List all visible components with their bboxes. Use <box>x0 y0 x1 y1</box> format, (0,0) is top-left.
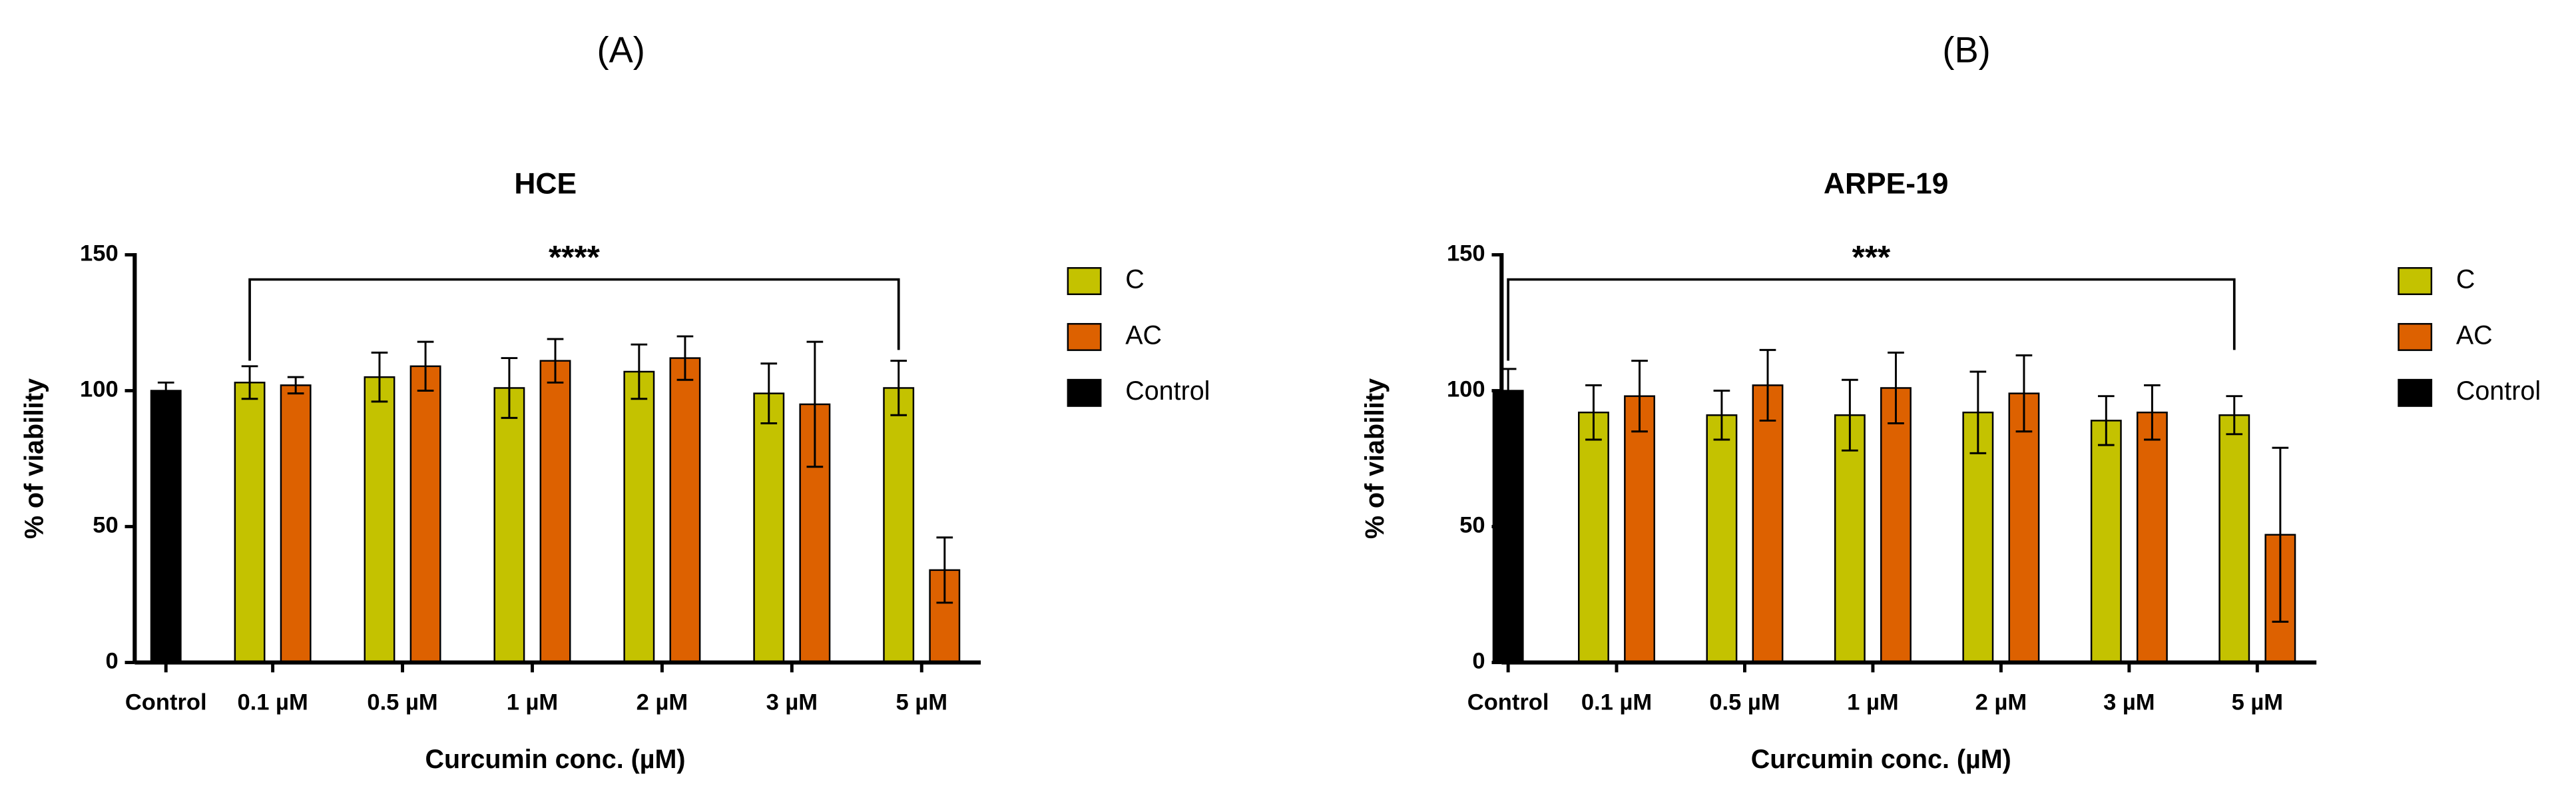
bar <box>2136 411 2168 663</box>
x-tick-label: 1 µM <box>507 689 558 715</box>
bar <box>150 390 182 663</box>
error-bar <box>2097 395 2115 446</box>
error-bar <box>157 381 174 400</box>
error-bar <box>1842 378 1858 452</box>
bar <box>409 365 441 663</box>
legend-swatch <box>1067 378 1102 407</box>
error-bar <box>1585 384 1602 441</box>
chart-title: HCE <box>514 168 577 200</box>
bar <box>1834 414 1866 663</box>
bar <box>2008 392 2040 663</box>
x-tick-label: 3 µM <box>766 689 818 715</box>
y-tick-label: 0 <box>1472 649 1485 674</box>
significance-bracket <box>1507 278 2236 361</box>
significance-label: **** <box>549 239 601 276</box>
bar <box>669 357 701 663</box>
bar <box>1752 384 1784 663</box>
error-bar <box>501 357 518 419</box>
y-tick-label: 150 <box>1447 241 1485 266</box>
bar <box>1880 387 1912 663</box>
bar <box>753 392 785 663</box>
error-bar <box>371 351 388 403</box>
x-tick-label: Control <box>1467 689 1549 715</box>
y-tick-label: 100 <box>1447 377 1485 402</box>
legend-swatch <box>2398 322 2433 351</box>
error-bar <box>890 360 907 416</box>
y-tick-label: 150 <box>80 241 119 266</box>
bar <box>280 384 312 663</box>
bar <box>1578 411 1609 663</box>
error-bar <box>417 340 434 392</box>
error-bar <box>287 376 304 395</box>
x-tick-label: 3 µM <box>2103 689 2155 715</box>
x-tick-label: 2 µM <box>637 689 688 715</box>
bar <box>539 360 571 663</box>
error-bar <box>760 362 778 424</box>
significance-label: *** <box>1852 239 1891 276</box>
y-axis-label: % of viability <box>1360 378 1390 539</box>
x-axis-label: Curcumin conc. (µM) <box>425 745 685 774</box>
x-axis-label: Curcumin conc. (µM) <box>1751 745 2011 774</box>
bar <box>1624 395 1655 663</box>
bar <box>623 370 655 663</box>
bar <box>364 376 395 663</box>
legend-swatch <box>2398 267 2433 295</box>
error-bar <box>1631 360 1648 433</box>
error-bar <box>1969 370 1987 454</box>
y-tick-label: 100 <box>80 377 119 402</box>
chart-title: ARPE-19 <box>1824 168 1949 200</box>
x-tick-label: 0.5 µM <box>367 689 437 715</box>
legend-swatch <box>2398 378 2433 407</box>
legend-label: Control <box>2456 376 2541 406</box>
error-bar <box>1713 390 1730 441</box>
error-bar <box>806 340 824 468</box>
panel-label: (B) <box>1942 29 1990 70</box>
error-bar <box>2272 446 2289 623</box>
error-bar <box>1759 348 1776 422</box>
legend-swatch <box>1067 267 1102 295</box>
legend-label: Control <box>1125 376 1210 406</box>
y-tick-label: 50 <box>1459 513 1485 538</box>
x-tick-label: 0.5 µM <box>1709 689 1780 715</box>
x-tick-label: 5 µM <box>896 689 947 715</box>
bar <box>2218 414 2250 663</box>
error-bar <box>241 365 258 400</box>
legend-label: AC <box>1125 320 1162 350</box>
error-bar <box>936 536 953 604</box>
bar <box>883 387 915 663</box>
y-axis-label: % of viability <box>20 378 49 539</box>
bar <box>1492 390 1524 663</box>
bar <box>2090 420 2122 663</box>
significance-bracket <box>248 278 900 361</box>
error-bar <box>676 335 694 381</box>
panel-label: (A) <box>597 29 645 70</box>
x-tick-label: 0.1 µM <box>1581 689 1652 715</box>
x-tick-label: 1 µM <box>1847 689 1898 715</box>
bar <box>234 382 266 663</box>
legend-label: C <box>2456 264 2475 294</box>
x-tick-label: 5 µM <box>2232 689 2283 715</box>
error-bar <box>631 343 648 400</box>
x-tick-label: 0.1 µM <box>237 689 308 715</box>
legend-label: AC <box>2456 320 2493 350</box>
error-bar <box>2015 354 2033 433</box>
y-tick-label: 50 <box>93 513 118 538</box>
x-tick-label: 2 µM <box>1975 689 2027 715</box>
y-tick-label: 0 <box>105 649 118 674</box>
legend-swatch <box>1067 322 1102 351</box>
error-bar <box>2226 395 2243 436</box>
error-bar <box>547 338 564 384</box>
error-bar <box>2144 384 2161 441</box>
bar <box>1706 414 1738 663</box>
legend-label: C <box>1125 264 1145 294</box>
bar <box>493 387 525 663</box>
x-tick-label: Control <box>125 689 207 715</box>
error-bar <box>1888 351 1904 424</box>
